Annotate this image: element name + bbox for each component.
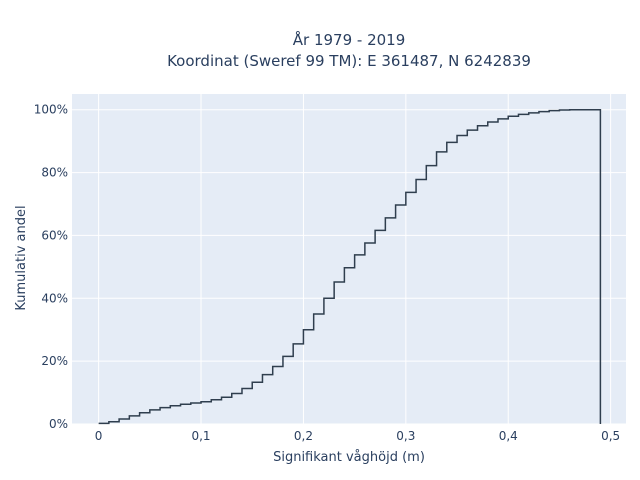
chart-title-line-2: Koordinat (Sweref 99 TM): E 361487, N 62… [167, 52, 531, 70]
y-tick-label: 60% [41, 228, 68, 242]
x-tick-label: 0 [95, 429, 103, 443]
x-tick-label: 0,2 [294, 429, 313, 443]
y-tick-label: 80% [41, 166, 68, 180]
x-gridlines [98, 94, 612, 424]
y-axis-title: Kumulativ andel [14, 205, 29, 310]
y-axis-ticks: 0% 20% 40% 60% 80% 100% [34, 103, 68, 431]
chart-title-line-1: År 1979 - 2019 [293, 30, 406, 49]
x-tick-label: 0,4 [499, 429, 518, 443]
x-tick-label: 0,1 [191, 429, 210, 443]
y-tick-label: 0% [49, 417, 68, 431]
x-tick-label: 0,3 [396, 429, 415, 443]
x-tick-label: 0,5 [601, 429, 620, 443]
plot-area [72, 94, 626, 424]
cumulative-distribution-line [98, 108, 602, 425]
y-tick-label: 100% [34, 103, 68, 117]
x-axis-title: Signifikant våghöjd (m) [273, 450, 425, 465]
y-tick-label: 20% [41, 354, 68, 368]
x-axis-ticks: 0 0,1 0,2 0,3 0,4 0,5 [95, 429, 620, 443]
y-gridlines [72, 109, 626, 425]
y-tick-label: 40% [41, 291, 68, 305]
